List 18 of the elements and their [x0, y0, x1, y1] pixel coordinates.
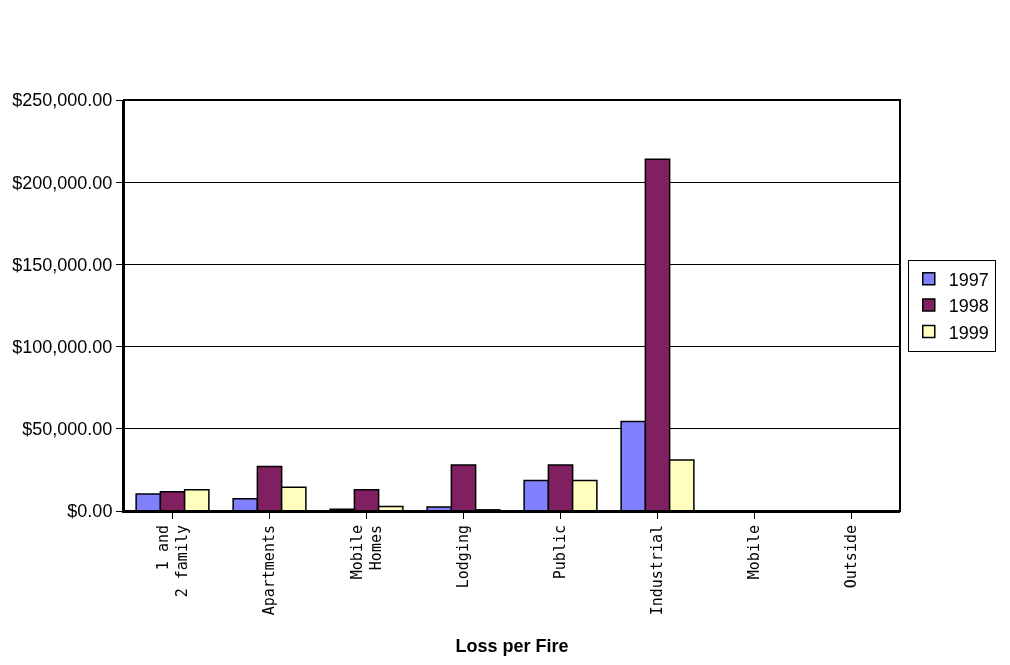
- y-tick-label: $250,000.00: [12, 90, 113, 111]
- x-tick-label: Industrial: [648, 525, 667, 616]
- y-tick-label: $200,000.00: [12, 172, 113, 193]
- x-axis-title: Loss per Fire: [455, 635, 569, 656]
- y-tick-label: $50,000.00: [22, 419, 113, 440]
- x-tick-label: Mobile: [745, 525, 764, 580]
- x-tick-label: Public: [551, 525, 570, 580]
- y-tick-label: $150,000.00: [12, 254, 113, 275]
- x-tick-label: Lodging: [454, 525, 473, 589]
- legend-label: 1999: [948, 322, 989, 343]
- x-tick-label: Outside: [842, 525, 861, 589]
- x-tick-label: 1 and 2 family: [153, 525, 192, 598]
- x-tick-label: Apartments: [260, 525, 279, 616]
- x-tick-label: Mobile Homes: [347, 525, 386, 580]
- y-tick-label: $100,000.00: [12, 336, 113, 357]
- legend-label: 1998: [948, 296, 989, 317]
- legend-label: 1997: [948, 269, 989, 290]
- y-tick-label: $0.00: [67, 501, 113, 522]
